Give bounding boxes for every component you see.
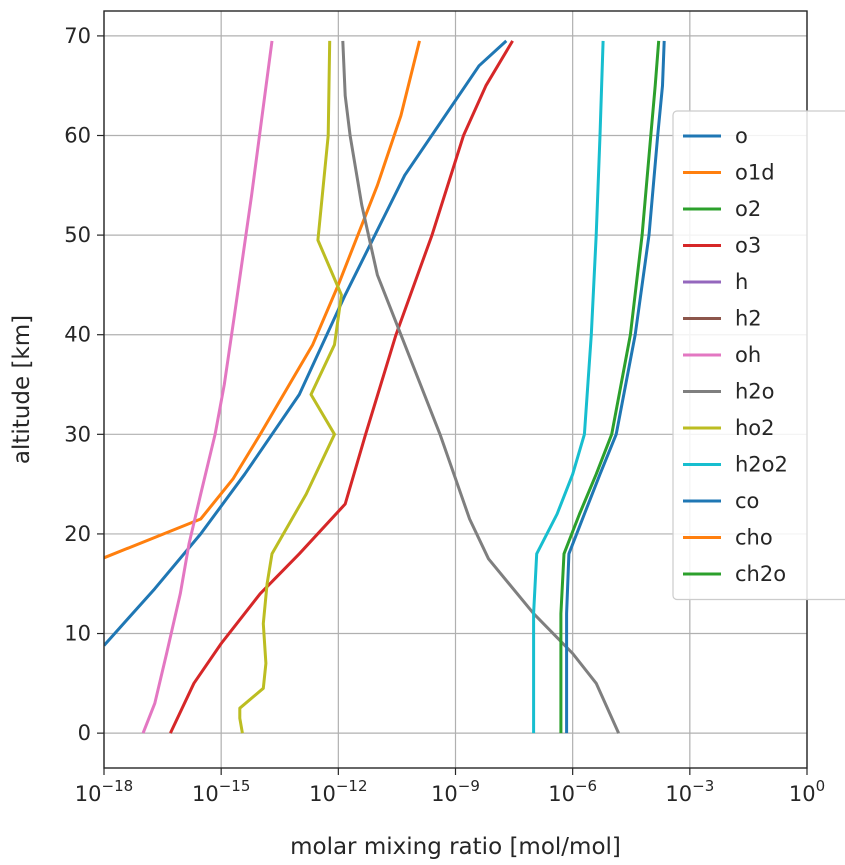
legend-label: oh (735, 343, 761, 367)
y-axis-label: altitude [km] (9, 315, 35, 464)
legend-label: h (735, 270, 748, 294)
legend-label: o (735, 124, 748, 148)
legend-label: h2 (735, 307, 762, 331)
legend-label: o2 (735, 197, 761, 221)
x-tick-base: 10 (789, 782, 816, 806)
x-tick-exponent: 0 (816, 777, 826, 795)
x-axis-label: molar mixing ratio [mol/mol] (290, 834, 621, 860)
series-line-o1d (104, 40, 421, 560)
series-line-ch2o (559, 40, 661, 734)
x-tick-base: 10 (665, 782, 692, 806)
y-tick-label: 0 (78, 721, 91, 745)
legend-label: ch2o (735, 562, 786, 586)
x-tick-label: 100 (789, 777, 825, 806)
x-tick-base: 10 (192, 782, 219, 806)
x-tick-label: 10−6 (548, 777, 597, 806)
x-tick-exponent: −6 (575, 777, 597, 795)
x-tick-exponent: −12 (336, 777, 368, 795)
y-tick-label: 70 (64, 24, 91, 48)
y-tick-label: 30 (64, 422, 91, 446)
legend-label: h2o2 (735, 453, 788, 477)
x-tick-exponent: −3 (692, 777, 714, 795)
series-line-o3 (169, 40, 514, 734)
legend-label: ho2 (735, 416, 775, 440)
x-tick-exponent: −18 (102, 777, 134, 795)
x-tick-label: 10−9 (431, 777, 480, 806)
legend-label: h2o (735, 380, 775, 404)
legend-label: o3 (735, 234, 761, 258)
y-tick-label: 10 (64, 622, 91, 646)
x-tick-base: 10 (309, 782, 336, 806)
y-tick-label: 60 (64, 124, 91, 148)
x-tick-label: 10−18 (75, 777, 133, 806)
series-line-co (565, 40, 666, 734)
x-tick-base: 10 (548, 782, 575, 806)
x-tick-label: 10−15 (192, 777, 250, 806)
ticks-group: 10−18 10−15 10−12 10−9 10−6 10−3 1000102030405… (64, 24, 825, 806)
series-line-ho2 (238, 40, 343, 734)
x-tick-label: 10−3 (665, 777, 714, 806)
y-tick-label: 20 (64, 522, 91, 546)
x-tick-exponent: −9 (458, 777, 480, 795)
y-tick-label: 40 (64, 323, 91, 347)
legend-label: cho (735, 526, 773, 550)
series-line-h2o (341, 40, 620, 734)
legend-frame (672, 110, 845, 601)
series-line-h2o2 (532, 40, 605, 734)
legend: o o1d o2 o3 h h2 oh h2o ho2 h2o2 co cho ch2o (672, 110, 845, 601)
series-line-o (104, 39, 508, 647)
series-group (104, 39, 666, 734)
legend-label: o1d (735, 161, 775, 185)
y-tick-label: 50 (64, 223, 91, 247)
legend-label: co (735, 489, 759, 513)
x-tick-exponent: −15 (219, 777, 251, 795)
x-tick-base: 10 (431, 782, 458, 806)
x-tick-base: 10 (75, 782, 102, 806)
series-line-oh (141, 40, 274, 734)
x-tick-label: 10−12 (309, 777, 367, 806)
